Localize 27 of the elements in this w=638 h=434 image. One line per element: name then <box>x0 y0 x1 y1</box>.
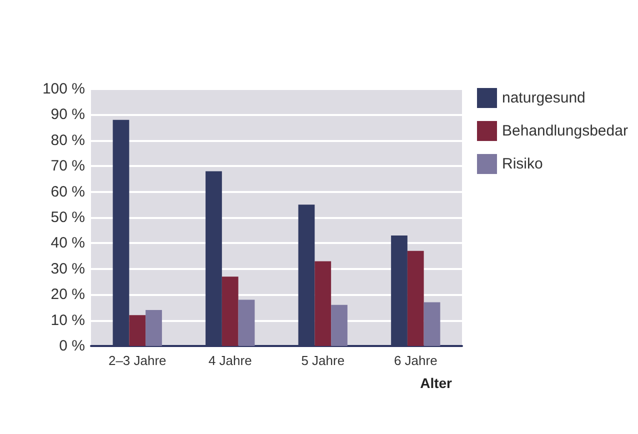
y-tick-label: 60 % <box>50 183 85 200</box>
x-axis-title: Alter <box>420 375 453 391</box>
y-tick-label: 10 % <box>50 312 85 329</box>
y-tick-label: 100 % <box>42 80 85 98</box>
bar <box>314 261 332 346</box>
y-tick-label: 30 % <box>50 260 85 278</box>
y-tick-label: 20 % <box>50 286 85 304</box>
y-tick-label: 70 % <box>50 158 85 175</box>
legend-label: Behandlungsbedar <box>502 122 628 140</box>
bar <box>146 310 162 346</box>
bar <box>424 302 440 346</box>
y-tick-label: 50 % <box>50 209 85 226</box>
x-tick-label: 4 Jahre <box>208 353 252 368</box>
legend-label: naturgesund <box>502 90 586 106</box>
x-tick-label: 2–3 Jahre <box>108 353 166 368</box>
y-tick-label: 0 % <box>59 338 85 354</box>
y-tick-label: 40 % <box>50 234 85 252</box>
x-tick-label: 6 Jahre <box>394 353 438 368</box>
bar <box>222 276 238 346</box>
bar <box>407 250 424 346</box>
bar <box>238 300 255 346</box>
y-tick-label: 90 % <box>50 106 85 124</box>
bar <box>129 315 146 346</box>
legend-label: Risiko <box>502 156 543 172</box>
bar <box>331 304 348 346</box>
y-tick-label: 80 % <box>50 132 85 149</box>
x-tick-label: 5 Jahre <box>301 353 345 368</box>
